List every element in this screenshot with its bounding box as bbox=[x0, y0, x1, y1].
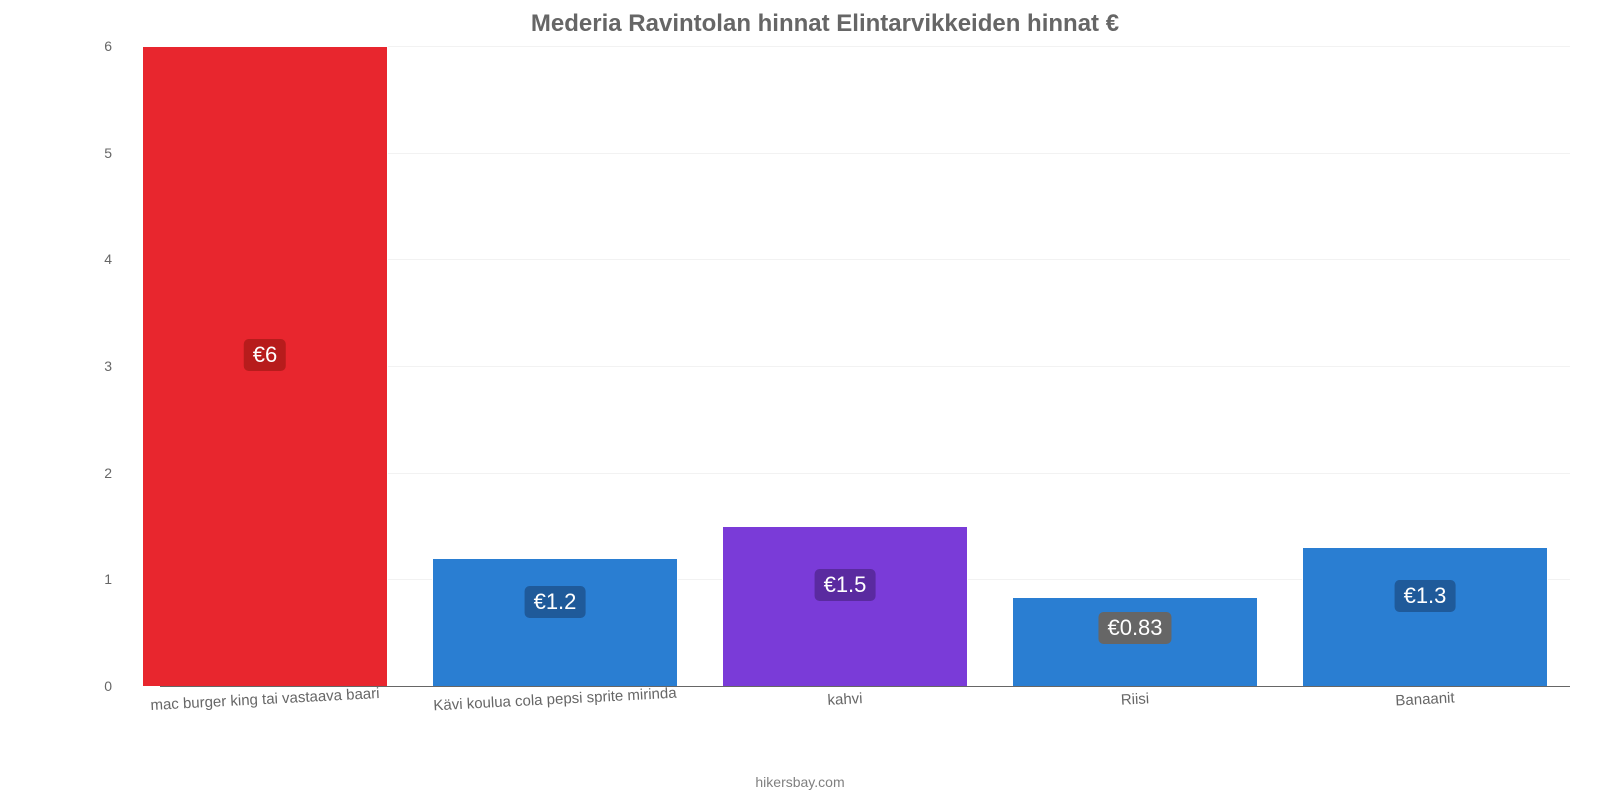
bar-slot: €6 bbox=[120, 46, 410, 686]
plot-area: 0123456 €6€1.2€1.5€0.83€1.3 mac burger k… bbox=[80, 46, 1570, 686]
bars-container: €6 €1.2 €1.5 €0.83 €1.3 bbox=[120, 46, 1570, 686]
bar bbox=[1302, 547, 1549, 686]
y-tick-label: 1 bbox=[82, 571, 112, 587]
bar-slot: €1.2 bbox=[410, 46, 700, 686]
credit-text: hikersbay.com bbox=[755, 774, 844, 790]
y-tick-label: 0 bbox=[82, 678, 112, 694]
chart-container: Mederia Ravintolan hinnat Elintarvikkeid… bbox=[0, 0, 1600, 800]
bar-slot: €1.3 bbox=[1280, 46, 1570, 686]
bar bbox=[722, 526, 969, 686]
x-axis-label: kahvi bbox=[700, 683, 990, 715]
bar-value-label: €6 bbox=[244, 339, 286, 371]
x-axis-label: mac burger king tai vastaava baari bbox=[120, 683, 410, 715]
y-tick-label: 4 bbox=[82, 251, 112, 267]
x-axis-labels: mac burger king tai vastaava baariKävi k… bbox=[120, 691, 1570, 708]
bar-slot: €1.5 bbox=[700, 46, 990, 686]
bar-value-label: €1.2 bbox=[525, 586, 586, 618]
bar-value-label: €0.83 bbox=[1098, 612, 1171, 644]
bar-value-label: €1.5 bbox=[815, 569, 876, 601]
y-axis: 0123456 bbox=[80, 46, 120, 686]
bar bbox=[432, 558, 679, 686]
y-tick-label: 5 bbox=[82, 145, 112, 161]
y-tick-label: 6 bbox=[82, 38, 112, 54]
chart-title: Mederia Ravintolan hinnat Elintarvikkeid… bbox=[80, 10, 1570, 38]
x-axis-label: Banaanit bbox=[1280, 683, 1570, 715]
y-tick-label: 2 bbox=[82, 465, 112, 481]
bar-value-label: €1.3 bbox=[1395, 580, 1456, 612]
bar-slot: €0.83 bbox=[990, 46, 1280, 686]
y-tick-label: 3 bbox=[82, 358, 112, 374]
x-axis-label: Riisi bbox=[990, 683, 1280, 715]
x-axis-label: Kävi koulua cola pepsi sprite mirinda bbox=[410, 683, 700, 715]
